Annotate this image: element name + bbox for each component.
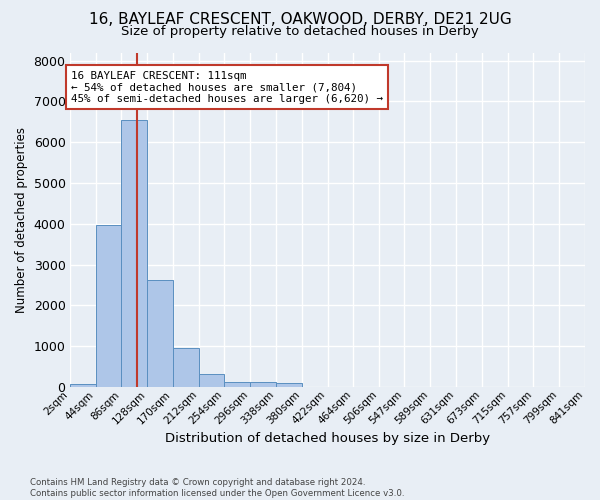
Bar [95,224,121,387]
Bar [173,348,199,387]
Bar [224,382,250,387]
X-axis label: Distribution of detached houses by size in Derby: Distribution of detached houses by size … [165,432,490,445]
Text: 16 BAYLEAF CRESCENT: 111sqm
← 54% of detached houses are smaller (7,804)
45% of : 16 BAYLEAF CRESCENT: 111sqm ← 54% of det… [71,71,383,104]
Bar [121,120,147,387]
Text: Size of property relative to detached houses in Derby: Size of property relative to detached ho… [121,25,479,38]
Bar [250,382,276,387]
Bar [199,374,224,387]
Bar [70,384,95,387]
Text: 16, BAYLEAF CRESCENT, OAKWOOD, DERBY, DE21 2UG: 16, BAYLEAF CRESCENT, OAKWOOD, DERBY, DE… [89,12,511,28]
Y-axis label: Number of detached properties: Number of detached properties [15,126,28,312]
Bar [147,280,173,387]
Text: Contains HM Land Registry data © Crown copyright and database right 2024.
Contai: Contains HM Land Registry data © Crown c… [30,478,404,498]
Bar [276,384,302,387]
